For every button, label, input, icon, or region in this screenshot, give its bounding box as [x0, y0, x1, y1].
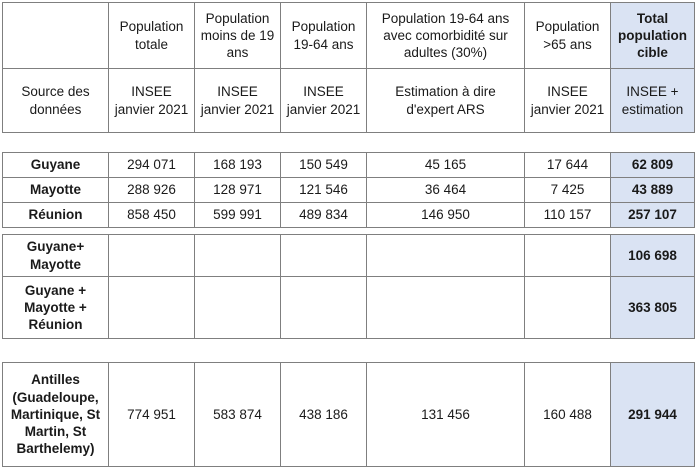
cell: 146 950: [366, 202, 525, 228]
total-cell: 363 805: [610, 276, 695, 339]
cell: [280, 276, 367, 339]
combined-table: Guyane+ Mayotte 106 698 Guyane + Mayotte…: [2, 234, 695, 339]
cell: [108, 276, 195, 339]
source-col3: INSEE janvier 2021: [280, 68, 367, 133]
cell: 36 464: [366, 177, 525, 203]
table-row: Antilles (Guadeloupe, Martinique, St Mar…: [2, 362, 695, 467]
cell: 128 971: [194, 177, 281, 203]
table-row: Mayotte 288 926 128 971 121 546 36 464 7…: [2, 177, 695, 203]
cell: [194, 234, 281, 277]
cell: 7 425: [524, 177, 611, 203]
antilles-table: Antilles (Guadeloupe, Martinique, St Mar…: [2, 362, 695, 467]
row-name-mayotte: Mayotte: [2, 177, 109, 203]
total-cell: 291 944: [610, 362, 695, 467]
cell: 17 644: [524, 152, 611, 178]
cell: 110 157: [524, 202, 611, 228]
cell: 131 456: [366, 362, 525, 467]
cell: 45 165: [366, 152, 525, 178]
header-population-65-plus: Population >65 ans: [524, 2, 611, 69]
cell: 489 834: [280, 202, 367, 228]
cell: [194, 276, 281, 339]
row-name-antilles: Antilles (Guadeloupe, Martinique, St Mar…: [2, 362, 109, 467]
table-row: Guyane 294 071 168 193 150 549 45 165 17…: [2, 152, 695, 178]
row-name-guyane: Guyane: [2, 152, 109, 178]
header-population-comorbidite: Population 19-64 ans avec comorbidité su…: [366, 2, 525, 69]
cell: [366, 234, 525, 277]
cell: 599 991: [194, 202, 281, 228]
cell: [366, 276, 525, 339]
cell: 583 874: [194, 362, 281, 467]
source-label: Source des données: [2, 68, 109, 133]
header-table: Population totale Population moins de 19…: [2, 2, 695, 133]
source-col1: INSEE janvier 2021: [108, 68, 195, 133]
source-col4: Estimation à dire d'expert ARS: [366, 68, 525, 133]
table-row: Guyane+ Mayotte 106 698: [2, 234, 695, 277]
cell: 150 549: [280, 152, 367, 178]
cell: 121 546: [280, 177, 367, 203]
source-col6: INSEE + estimation: [610, 68, 695, 133]
cell: 168 193: [194, 152, 281, 178]
cell: 288 926: [108, 177, 195, 203]
table-row: Guyane + Mayotte + Réunion 363 805: [2, 276, 695, 339]
cell: 858 450: [108, 202, 195, 228]
source-col5: INSEE janvier 2021: [524, 68, 611, 133]
cell: 160 488: [524, 362, 611, 467]
total-cell: 257 107: [610, 202, 695, 228]
table-row: Réunion 858 450 599 991 489 834 146 950 …: [2, 202, 695, 228]
header-population-totale: Population totale: [108, 2, 195, 69]
header-population-19-64: Population 19-64 ans: [280, 2, 367, 69]
row-name-reunion: Réunion: [2, 202, 109, 228]
territory-table: Guyane 294 071 168 193 150 549 45 165 17…: [2, 152, 695, 228]
source-col2: INSEE janvier 2021: [194, 68, 281, 133]
cell: 294 071: [108, 152, 195, 178]
total-cell: 106 698: [610, 234, 695, 277]
cell: [108, 234, 195, 277]
row-name-guyane-mayotte: Guyane+ Mayotte: [2, 234, 109, 277]
header-population-moins-19: Population moins de 19 ans: [194, 2, 281, 69]
row-name-guyane-mayotte-reunion: Guyane + Mayotte + Réunion: [2, 276, 109, 339]
cell: 774 951: [108, 362, 195, 467]
total-cell: 43 889: [610, 177, 695, 203]
corner-cell: [2, 2, 109, 69]
cell: [280, 234, 367, 277]
cell: [524, 234, 611, 277]
header-total-population-cible: Total population cible: [610, 2, 695, 69]
cell: 438 186: [280, 362, 367, 467]
total-cell: 62 809: [610, 152, 695, 178]
cell: [524, 276, 611, 339]
